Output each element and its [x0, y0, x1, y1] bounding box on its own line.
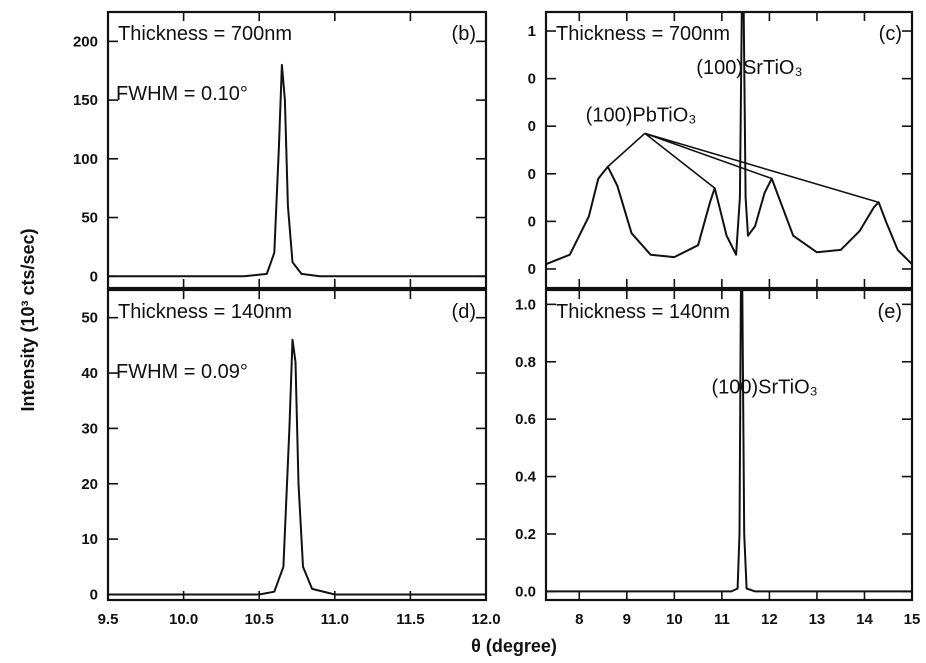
panel-label: (b) [452, 23, 476, 45]
y-tick-label: 0 [90, 586, 98, 603]
x-tick-label: 9 [623, 611, 631, 628]
y-tick-label: 100 [73, 151, 98, 168]
y-tick-label: 0 [528, 166, 536, 183]
pbtio3-leader-line [644, 132, 773, 180]
y-tick-label: 1 [528, 23, 536, 40]
pbtio3-leader-line [607, 132, 646, 168]
data-line [546, 289, 912, 593]
y-tick-label: 50 [81, 310, 98, 327]
y-tick-label: 0 [528, 213, 536, 230]
panel-e: 8 9 10 11 12 13 14 15 0.0 0.2 0.4 0.6 0.8 1.0 Thicknes… [515, 288, 921, 628]
fwhm-label: FWHM = 0.09° [116, 361, 248, 383]
plot-frame [106, 288, 488, 602]
y-tick-label: 0.4 [515, 469, 537, 486]
x-tick-label: 9.5 [98, 611, 119, 628]
x-axis-label: θ (degree) [471, 636, 557, 656]
thickness-label: Thickness = 140nm [118, 301, 292, 323]
y-tick-label: 40 [81, 365, 98, 382]
x-tick-label: 10.0 [169, 611, 198, 628]
y-tick-label: 0 [528, 261, 536, 278]
x-tick-label: 8 [575, 611, 583, 628]
y-axis-label: Intensity (10³ cts/sec) [18, 228, 38, 411]
pbtio3-peak-label: (100)PbTiO₃ [586, 104, 697, 126]
srtio3-peak-label: (100)SrTiO₃ [696, 57, 802, 79]
data-line [545, 11, 913, 266]
panel-b: 0 50 100 150 200 Thickness = 700nm (b) FWHM = 0… [73, 10, 488, 290]
y-tick-label: 10 [81, 531, 98, 548]
data-line [108, 338, 486, 596]
x-tick-label: 15 [904, 611, 921, 628]
x-tick-label: 14 [856, 611, 873, 628]
y-tick-label: 0 [90, 268, 98, 285]
panel-label: (e) [878, 301, 902, 323]
x-tick-label: 11.5 [396, 611, 424, 628]
x-tick-label: 13 [809, 611, 826, 628]
y-tick-label: 30 [81, 420, 98, 437]
panel-d: 9.5 10.0 10.5 11.0 11.5 12.0 0 10 20 30 40 50 Thickn… [81, 288, 501, 628]
thickness-label: Thickness = 700nm [556, 23, 730, 45]
y-tick-label: 20 [81, 476, 98, 493]
srtio3-peak-label: (100)SrTiO₃ [711, 376, 817, 398]
x-tick-label: 12 [761, 611, 778, 628]
y-tick-label: 200 [73, 33, 98, 50]
y-tick-label: 0 [528, 71, 536, 88]
plot-frame [544, 288, 914, 602]
panel-c: 0 0 0 0 0 1 Thickness = 700nm (c) (100)SrTiO₃ (10… [528, 10, 914, 290]
panel-label: (d) [452, 301, 476, 323]
y-tick-label: 50 [81, 210, 98, 227]
y-tick-label: 0 [528, 118, 536, 135]
y-tick-label: 0.2 [515, 526, 536, 543]
y-tick-label: 0.0 [515, 583, 536, 600]
x-tick-label: 10.5 [245, 611, 274, 628]
x-tick-label: 11.0 [321, 611, 349, 628]
y-tick-label: 1.0 [515, 296, 536, 313]
plot-frame [106, 10, 488, 290]
y-tick-label: 150 [73, 92, 98, 109]
thickness-label: Thickness = 700nm [118, 23, 292, 45]
pbtio3-leader-line [644, 132, 716, 189]
x-tick-label: 10 [666, 611, 683, 628]
x-tick-label: 12.0 [471, 611, 500, 628]
thickness-label: Thickness = 140nm [556, 301, 730, 323]
y-tick-label: 0.6 [515, 411, 536, 428]
fwhm-label: FWHM = 0.10° [116, 83, 248, 105]
panel-label: (c) [879, 23, 902, 45]
plot-frame [544, 10, 914, 290]
pbtio3-leader-line [644, 132, 879, 204]
x-tick-label: 11 [714, 611, 730, 628]
y-tick-label: 0.8 [515, 354, 536, 371]
data-line [108, 63, 486, 278]
